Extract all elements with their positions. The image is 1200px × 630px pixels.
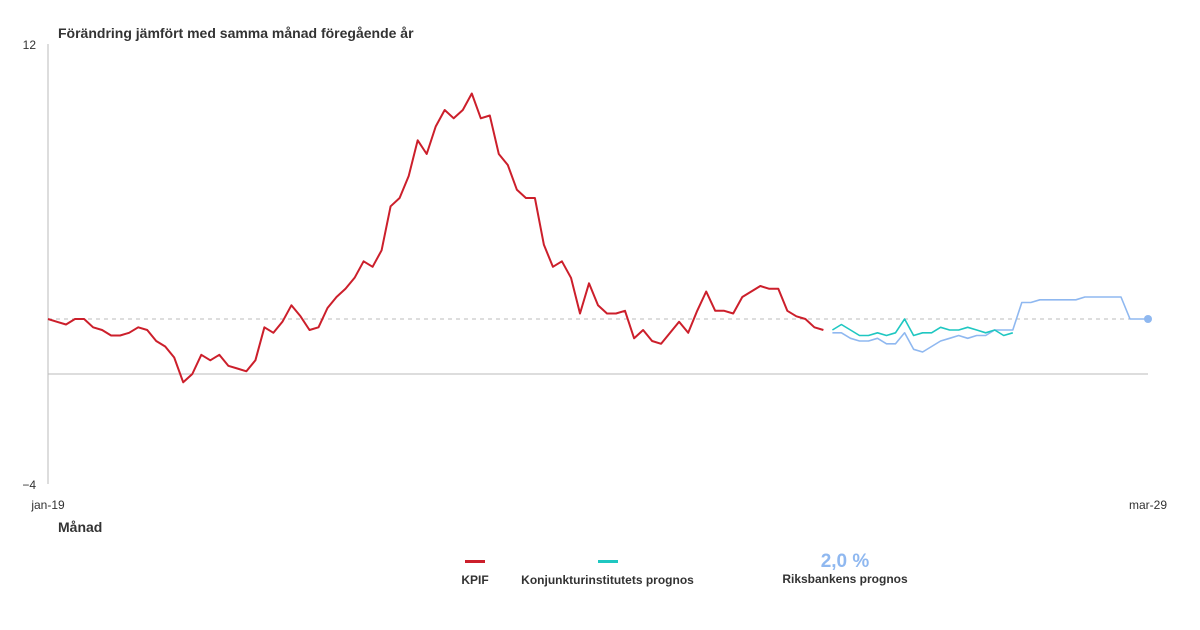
legend: KPIF Konjunkturinstitutets prognos 2,0 %… bbox=[430, 552, 970, 602]
legend-label-riksbanken: Riksbankens prognos bbox=[782, 572, 908, 586]
y-tick-max: 12 bbox=[23, 38, 37, 52]
y-axis-title: Förändring jämfört med samma månad föreg… bbox=[58, 25, 414, 41]
legend-item-konjunkturinstitutet[interactable]: Konjunkturinstitutets prognos bbox=[510, 552, 705, 587]
legend-label-kpif: KPIF bbox=[461, 573, 489, 587]
legend-value-riksbanken: 2,0 % bbox=[820, 551, 870, 572]
riksbank-end-marker bbox=[1144, 315, 1152, 323]
x-tick-end: mar-29 bbox=[1129, 498, 1167, 512]
series-layer bbox=[47, 92, 1152, 384]
x-axis-title: Månad bbox=[58, 519, 102, 535]
x-tick-start: jan-19 bbox=[30, 498, 65, 512]
legend-item-kpif[interactable]: KPIF bbox=[440, 552, 510, 587]
series-line-konjunkturinstitutets-prognos bbox=[831, 318, 1014, 337]
legend-swatch-kpif bbox=[465, 560, 485, 563]
legend-swatch-konjunkturinstitutet bbox=[597, 560, 618, 563]
y-tick-min: −4 bbox=[22, 478, 36, 492]
legend-item-riksbanken[interactable]: 2,0 % Riksbankens prognos bbox=[760, 551, 930, 587]
legend-label-konjunkturinstitutet: Konjunkturinstitutets prognos bbox=[521, 573, 694, 587]
series-line-riksbankens-prognos bbox=[832, 296, 1148, 353]
series-line-kpif bbox=[47, 92, 824, 384]
